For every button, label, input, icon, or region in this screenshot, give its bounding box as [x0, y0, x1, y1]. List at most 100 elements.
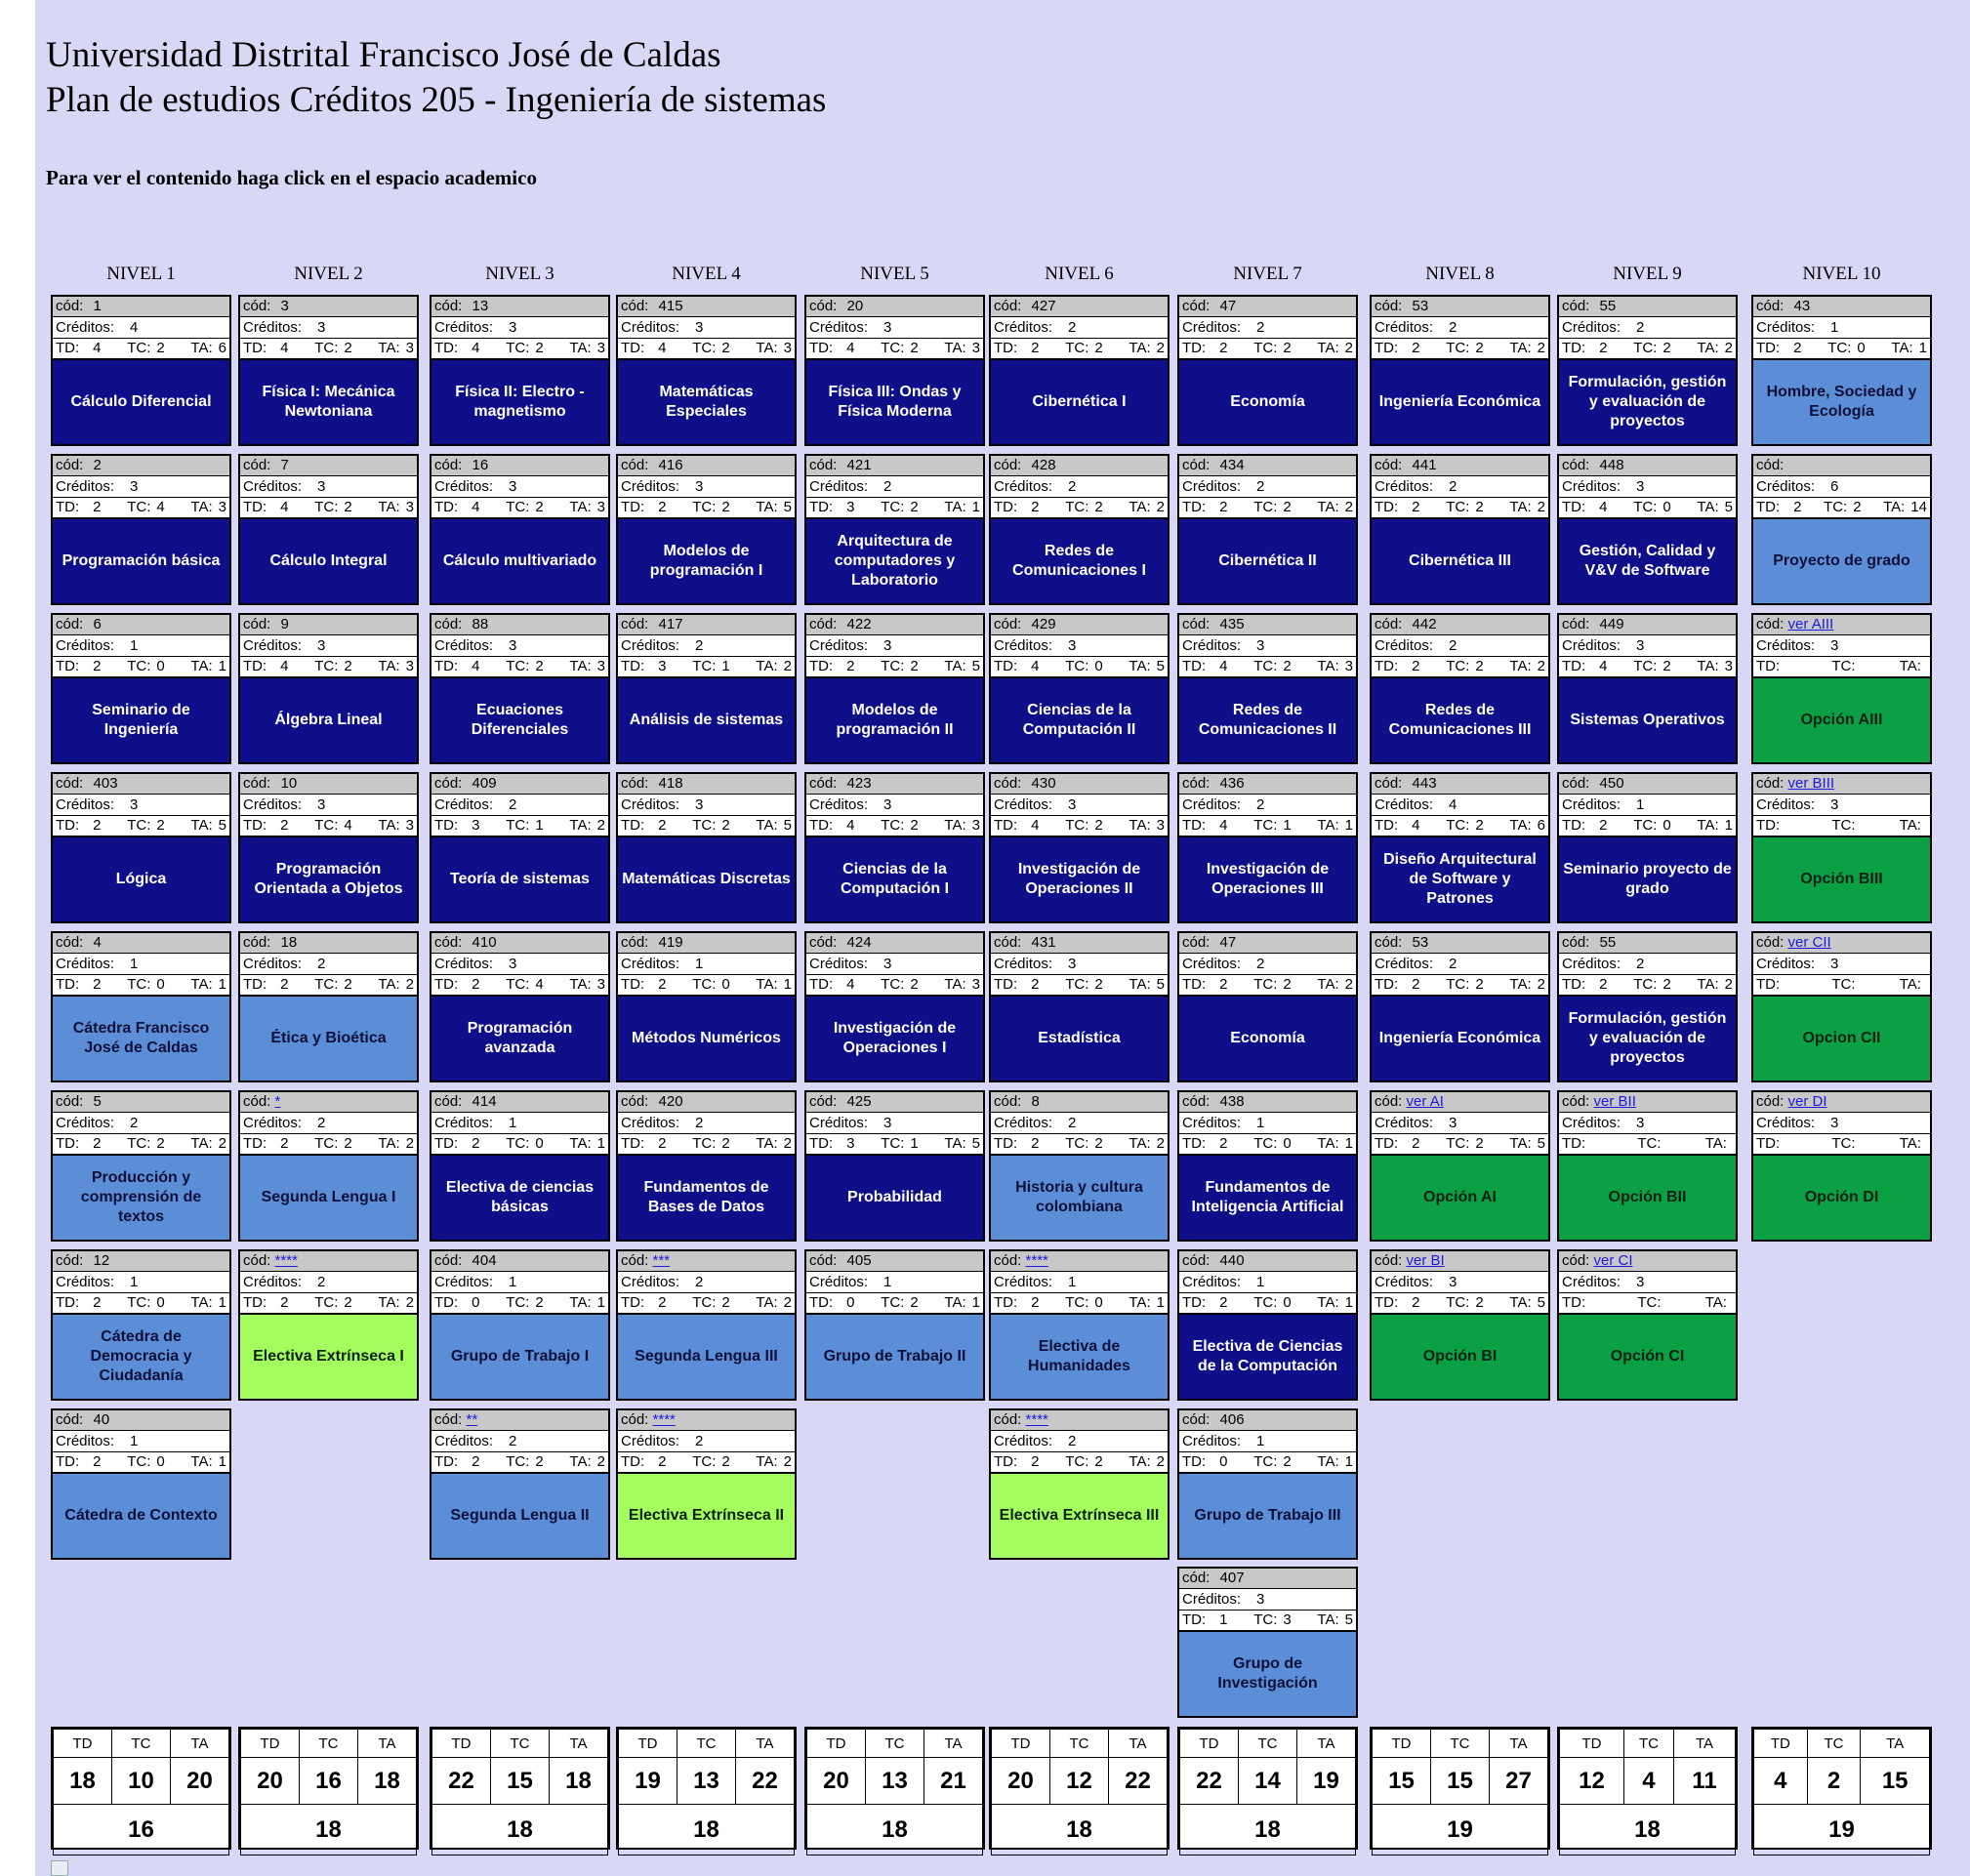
credits-label: Créditos: [434, 478, 494, 495]
tc-label: TC: [1633, 658, 1658, 674]
course-card[interactable]: cód: 443 Créditos: 4 TD: 4 TC: 2 TA: 6 Diseño Arq… [1370, 772, 1550, 923]
course-card[interactable]: cód: ver CI Créditos: 3 TD: TC: TA: Opción CI [1557, 1249, 1738, 1401]
course-card[interactable]: cód: **** Créditos: 1 TD: 2 TC: 0 TA: 1 Electiva … [989, 1249, 1170, 1401]
course-card[interactable]: cód: *** Créditos: 2 TD: 2 TC: 2 TA: 2 Segunda Le… [616, 1249, 797, 1401]
course-card[interactable]: cód: **** Créditos: 2 TD: 2 TC: 2 TA: 2 Electiva … [238, 1249, 419, 1401]
course-card[interactable]: cód: **** Créditos: 2 TD: 2 TC: 2 TA: 2 Electiva … [989, 1408, 1170, 1560]
course-code-link[interactable]: ver AI [1406, 1093, 1444, 1110]
course-card[interactable]: cód: 427 Créditos: 2 TD: 2 TC: 2 TA: 2 Cibernétic… [989, 295, 1170, 446]
ta-label: TA: [756, 976, 778, 993]
course-card[interactable]: cód: 441 Créditos: 2 TD: 2 TC: 2 TA: 2 Cibernétic… [1370, 454, 1550, 605]
course-card[interactable]: cód: 416 Créditos: 3 TD: 2 TC: 2 TA: 5 Modelos de… [616, 454, 797, 605]
td-label: TD: [1756, 1135, 1781, 1152]
course-card[interactable]: cód: 2 Créditos: 3 TD: 2 TC: 4 TA: 3 Programación… [51, 454, 231, 605]
course-card[interactable]: cód: 423 Créditos: 3 TD: 4 TC: 2 TA: 3 Ciencias d… [804, 772, 985, 923]
course-card[interactable]: cód: 404 Créditos: 1 TD: 0 TC: 2 TA: 1 Grupo de T… [430, 1249, 610, 1401]
course-card[interactable]: cód: 405 Créditos: 1 TD: 0 TC: 2 TA: 1 Grupo de T… [804, 1249, 985, 1401]
course-card[interactable]: cód: 8 Créditos: 2 TD: 2 TC: 2 TA: 2 Historia y c… [989, 1090, 1170, 1242]
course-code-link[interactable]: ver BII [1593, 1093, 1636, 1110]
course-card[interactable]: cód: 418 Créditos: 3 TD: 2 TC: 2 TA: 5 Matemática… [616, 772, 797, 923]
course-card[interactable]: cód: 43 Créditos: 1 TD: 2 TC: 0 TA: 1 Hombre, Soc… [1751, 295, 1932, 446]
course-card[interactable]: cód: 409 Créditos: 2 TD: 3 TC: 1 TA: 2 Teoría de … [430, 772, 610, 923]
course-card[interactable]: cód: 407 Créditos: 3 TD: 1 TC: 3 TA: 5 Grupo de I… [1177, 1567, 1358, 1718]
course-card[interactable]: cód: 425 Créditos: 3 TD: 3 TC: 1 TA: 5 Probabilid… [804, 1090, 985, 1242]
course-card[interactable]: cód: * Créditos: 2 TD: 2 TC: 2 TA: 2 Segunda Leng… [238, 1090, 419, 1242]
course-card[interactable]: cód: 429 Créditos: 3 TD: 4 TC: 0 TA: 5 Ciencias d… [989, 613, 1170, 764]
course-code-link[interactable]: **** [274, 1252, 298, 1269]
course-card[interactable]: cód: 53 Créditos: 2 TD: 2 TC: 2 TA: 2 Ingeniería … [1370, 931, 1550, 1082]
course-code-link[interactable]: * [274, 1093, 281, 1110]
ta-group: TA: 5 [756, 498, 792, 517]
course-code-link[interactable]: ver AIII [1787, 616, 1834, 632]
course-card[interactable]: cód: 16 Créditos: 3 TD: 4 TC: 2 TA: 3 Cálculo mul… [430, 454, 610, 605]
course-card[interactable]: cód: ver AI Créditos: 3 TD: 2 TC: 2 TA: 5 Opción … [1370, 1090, 1550, 1242]
course-card[interactable]: cód: 450 Créditos: 1 TD: 2 TC: 0 TA: 1 Seminario … [1557, 772, 1738, 923]
course-card[interactable]: cód: ** Créditos: 2 TD: 2 TC: 2 TA: 2 Segunda Len… [430, 1408, 610, 1560]
course-card[interactable]: cód: 13 Créditos: 3 TD: 4 TC: 2 TA: 3 Física II: … [430, 295, 610, 446]
course-card[interactable]: cód: 414 Créditos: 1 TD: 2 TC: 0 TA: 1 Electiva d… [430, 1090, 610, 1242]
course-card[interactable]: cód: 53 Créditos: 2 TD: 2 TC: 2 TA: 2 Ingeniería … [1370, 295, 1550, 446]
course-code-link[interactable]: ver DI [1787, 1093, 1827, 1110]
course-card[interactable]: cód: 419 Créditos: 1 TD: 2 TC: 0 TA: 1 Métodos Nu… [616, 931, 797, 1082]
course-code-link[interactable]: ver CII [1787, 934, 1831, 951]
course-card[interactable]: cód: 449 Créditos: 3 TD: 4 TC: 2 TA: 3 Sistemas O… [1557, 613, 1738, 764]
course-card[interactable]: cód: 410 Créditos: 3 TD: 2 TC: 4 TA: 3 Programaci… [430, 931, 610, 1082]
course-card[interactable]: cód: 448 Créditos: 3 TD: 4 TC: 0 TA: 5 Gestión, C… [1557, 454, 1738, 605]
course-card[interactable]: cód: ver BIII Créditos: 3 TD: TC: TA: Opción B… [1751, 772, 1932, 923]
tc-value: 2 [1475, 499, 1484, 515]
course-card[interactable]: cód: 430 Créditos: 3 TD: 4 TC: 2 TA: 3 Investigac… [989, 772, 1170, 923]
course-card[interactable]: cód: 47 Créditos: 2 TD: 2 TC: 2 TA: 2 Economía [1177, 931, 1358, 1082]
course-card[interactable]: cód: ver DI Créditos: 3 TD: TC: TA: Opción DI [1751, 1090, 1932, 1242]
course-card[interactable]: cód: 10 Créditos: 3 TD: 2 TC: 4 TA: 3 Programació… [238, 772, 419, 923]
course-card[interactable]: cód: 417 Créditos: 2 TD: 3 TC: 1 TA: 2 Análisis d… [616, 613, 797, 764]
course-card[interactable]: cód: 435 Créditos: 3 TD: 4 TC: 2 TA: 3 Redes de C… [1177, 613, 1358, 764]
course-code-link[interactable]: **** [1025, 1411, 1048, 1428]
course-card[interactable]: cód: 5 Créditos: 2 TD: 2 TC: 2 TA: 2 Producción y… [51, 1090, 231, 1242]
course-code-link[interactable]: ver CI [1593, 1252, 1633, 1269]
course-card[interactable]: cód: 436 Créditos: 2 TD: 4 TC: 1 TA: 1 Investigac… [1177, 772, 1358, 923]
course-card[interactable]: cód: Créditos: 6 TD: 2 TC: 2 TA: 14 Proyecto de … [1751, 454, 1932, 605]
course-card[interactable]: cód: 9 Créditos: 3 TD: 4 TC: 2 TA: 3 Álgebra Line… [238, 613, 419, 764]
course-code-link[interactable]: *** [652, 1252, 671, 1269]
course-card[interactable]: cód: 424 Créditos: 3 TD: 4 TC: 2 TA: 3 Investigac… [804, 931, 985, 1082]
course-card[interactable]: cód: 55 Créditos: 2 TD: 2 TC: 2 TA: 2 Formulación… [1557, 931, 1738, 1082]
course-card[interactable]: cód: 440 Créditos: 1 TD: 2 TC: 0 TA: 1 Electiva d… [1177, 1249, 1358, 1401]
course-code-link[interactable]: **** [652, 1411, 676, 1428]
course-card[interactable]: cód: 18 Créditos: 2 TD: 2 TC: 2 TA: 2 Ética y Bio… [238, 931, 419, 1082]
course-card[interactable]: cód: 20 Créditos: 3 TD: 4 TC: 2 TA: 3 Física III:… [804, 295, 985, 446]
course-card[interactable]: cód: 422 Créditos: 3 TD: 2 TC: 2 TA: 5 Modelos de… [804, 613, 985, 764]
course-card[interactable]: cód: 12 Créditos: 1 TD: 2 TC: 0 TA: 1 Cátedra de … [51, 1249, 231, 1401]
course-card[interactable]: cód: 3 Créditos: 3 TD: 4 TC: 2 TA: 3 Física I: Me… [238, 295, 419, 446]
course-card[interactable]: cód: 40 Créditos: 1 TD: 2 TC: 0 TA: 1 Cátedra de … [51, 1408, 231, 1560]
course-card[interactable]: cód: ver CII Créditos: 3 TD: TC: TA: Opcion CI… [1751, 931, 1932, 1082]
course-card[interactable]: cód: 6 Créditos: 1 TD: 2 TC: 0 TA: 1 Seminario de… [51, 613, 231, 764]
course-card[interactable]: cód: 431 Créditos: 3 TD: 2 TC: 2 TA: 5 Estadístic… [989, 931, 1170, 1082]
course-card[interactable]: cód: ver BI Créditos: 3 TD: 2 TC: 2 TA: 5 Opción … [1370, 1249, 1550, 1401]
course-card[interactable]: cód: 420 Créditos: 2 TD: 2 TC: 2 TA: 2 Fundamento… [616, 1090, 797, 1242]
course-card[interactable]: cód: 406 Créditos: 1 TD: 0 TC: 2 TA: 1 Grupo de T… [1177, 1408, 1358, 1560]
course-card[interactable]: cód: 7 Créditos: 3 TD: 4 TC: 2 TA: 3 Cálculo Inte… [238, 454, 419, 605]
credits-label: Créditos: [434, 1115, 494, 1131]
course-card[interactable]: cód: 434 Créditos: 2 TD: 2 TC: 2 TA: 2 Cibernétic… [1177, 454, 1358, 605]
course-code-link[interactable]: ** [466, 1411, 478, 1428]
course-card[interactable]: cód: ver BII Créditos: 3 TD: TC: TA: Opción BI… [1557, 1090, 1738, 1242]
course-card[interactable]: cód: **** Créditos: 2 TD: 2 TC: 2 TA: 2 Electiva … [616, 1408, 797, 1560]
course-card[interactable]: cód: 55 Créditos: 2 TD: 2 TC: 2 TA: 2 Formulación… [1557, 295, 1738, 446]
course-card[interactable]: cód: ver AIII Créditos: 3 TD: TC: TA: Opción A… [1751, 613, 1932, 764]
course-code-link[interactable]: ver BI [1406, 1252, 1445, 1269]
course-card[interactable]: cód: 88 Créditos: 3 TD: 4 TC: 2 TA: 3 Ecuaciones … [430, 613, 610, 764]
course-card[interactable]: cód: 1 Créditos: 4 TD: 4 TC: 2 TA: 6 Cálculo Dife… [51, 295, 231, 446]
course-card[interactable]: cód: 421 Créditos: 2 TD: 3 TC: 2 TA: 1 Arquitectu… [804, 454, 985, 605]
code-label: cód: [1182, 616, 1211, 632]
course-card[interactable]: cód: 438 Créditos: 1 TD: 2 TC: 0 TA: 1 Fundamento… [1177, 1090, 1358, 1242]
ta-group: TA: 1 [1129, 1293, 1165, 1313]
course-card[interactable]: cód: 403 Créditos: 3 TD: 2 TC: 2 TA: 5 Lógica [51, 772, 231, 923]
course-code-link[interactable]: ver BIII [1787, 775, 1835, 792]
course-card[interactable]: cód: 47 Créditos: 2 TD: 2 TC: 2 TA: 2 Economía [1177, 295, 1358, 446]
course-card[interactable]: cód: 4 Créditos: 1 TD: 2 TC: 0 TA: 1 Cátedra Fran… [51, 931, 231, 1082]
course-credits: 3 [1636, 637, 1645, 654]
course-card[interactable]: cód: 442 Créditos: 2 TD: 2 TC: 2 TA: 2 Redes de C… [1370, 613, 1550, 764]
course-card[interactable]: cód: 428 Créditos: 2 TD: 2 TC: 2 TA: 2 Redes de C… [989, 454, 1170, 605]
course-code-link[interactable]: **** [1025, 1252, 1048, 1269]
course-card[interactable]: cód: 415 Créditos: 3 TD: 4 TC: 2 TA: 3 Matemática… [616, 295, 797, 446]
